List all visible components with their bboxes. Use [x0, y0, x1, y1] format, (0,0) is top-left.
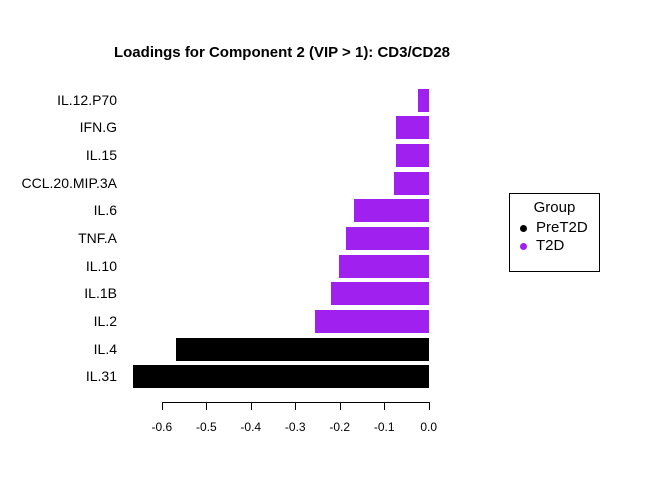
x-axis-tick: [250, 403, 252, 410]
t2d-dot-icon: [520, 242, 527, 250]
bar: [176, 337, 429, 361]
y-axis-label: IL.12.P70: [57, 91, 117, 108]
x-axis-tick: [339, 403, 341, 410]
y-axis-label: IL.6: [93, 202, 117, 219]
x-axis-line: [161, 402, 430, 403]
bar: [395, 116, 429, 140]
x-axis-tick: [206, 403, 208, 410]
y-axis-label: IL.15: [85, 147, 117, 164]
x-axis-tick: [384, 403, 386, 410]
bar: [353, 199, 429, 223]
chart-title: Loadings for Component 2 (VIP > 1): CD3/…: [113, 44, 450, 61]
y-axis-label: CCL.20.MIP.3A: [21, 174, 117, 191]
x-axis-tick-label: -0.5: [195, 420, 217, 434]
legend-entry-label: T2D: [536, 237, 565, 254]
x-axis-tick: [428, 403, 430, 410]
bar: [395, 144, 429, 168]
legend-entry-pret2d: PreT2D: [510, 219, 599, 236]
y-axis-label: IL.2: [93, 313, 117, 330]
legend: Group PreT2D T2D: [509, 193, 600, 272]
bar: [315, 310, 429, 334]
x-axis-tick: [295, 403, 297, 410]
y-axis-label: TNF.A: [78, 230, 117, 247]
x-axis-tick-label: -0.1: [373, 420, 395, 434]
bar: [394, 171, 429, 195]
x-axis-tick-label: -0.3: [284, 420, 306, 434]
x-axis-tick: [161, 403, 163, 410]
legend-entry-t2d: T2D: [510, 237, 599, 254]
pret2d-dot-icon: [520, 224, 527, 232]
bar: [345, 227, 429, 251]
x-axis-tick-label: -0.2: [329, 420, 351, 434]
y-axis-label: IL.31: [85, 368, 117, 385]
y-axis-label: IL.1B: [84, 285, 117, 302]
y-axis-label: IL.4: [93, 340, 117, 357]
legend-entry-label: PreT2D: [536, 219, 588, 236]
x-axis-tick-label: 0.0: [420, 420, 438, 434]
bar: [417, 88, 429, 112]
bar: [133, 365, 429, 389]
legend-title: Group: [533, 199, 576, 216]
x-axis-tick-label: -0.4: [240, 420, 262, 434]
y-axis-label: IL.10: [85, 257, 117, 274]
bar: [339, 254, 429, 278]
y-axis-label: IFN.G: [79, 119, 117, 136]
bar: [331, 282, 429, 306]
x-axis-tick-label: -0.6: [151, 420, 173, 434]
